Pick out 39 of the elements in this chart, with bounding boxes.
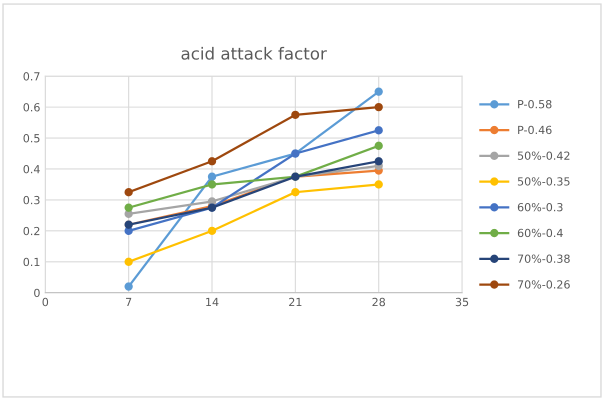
x-tick-label: 35 — [456, 298, 468, 306]
point — [291, 188, 300, 196]
point — [374, 87, 383, 96]
y-tick-label: 0.2 — [24, 226, 40, 236]
legend-label: 60%-0.3 — [518, 202, 563, 212]
legend-label: 70%-0.38 — [518, 254, 570, 263]
point — [374, 180, 383, 189]
legend-label: P-0.46 — [518, 126, 552, 134]
y-tick-label: 0.5 — [24, 134, 40, 142]
point — [124, 188, 133, 196]
point — [124, 203, 133, 212]
y-tick-label: 0.1 — [24, 258, 40, 266]
point — [124, 282, 133, 291]
x-tick-label: 7 — [126, 298, 132, 306]
point — [291, 110, 300, 120]
y-tick-label: 0 — [34, 288, 40, 298]
legend-label: P-0.58 — [518, 100, 552, 108]
x-tick-label: 14 — [206, 298, 218, 306]
x-tick-label: 0 — [42, 298, 48, 306]
point — [208, 157, 216, 166]
point — [374, 126, 383, 134]
y-tick-label: 0.4 — [24, 164, 40, 174]
point — [208, 172, 216, 181]
legend-label: 50%-0.35 — [518, 177, 570, 186]
legend-label: 70%-0.26 — [518, 280, 570, 289]
point — [208, 226, 216, 236]
y-tick-label: 0.7 — [24, 72, 40, 81]
chart-title: acid attack factor — [182, 46, 327, 60]
y-tick-label: 0.6 — [24, 103, 40, 112]
legend-label: 60%-0.4 — [518, 228, 563, 238]
point — [374, 102, 383, 112]
point — [208, 180, 216, 189]
legend-label: 50%-0.42 — [518, 151, 570, 160]
x-tick-label: 21 — [289, 298, 302, 306]
x-tick-label: 28 — [372, 298, 386, 306]
point — [374, 142, 383, 150]
point — [124, 258, 133, 266]
point — [374, 157, 383, 166]
y-tick-label: 0.3 — [24, 196, 40, 204]
